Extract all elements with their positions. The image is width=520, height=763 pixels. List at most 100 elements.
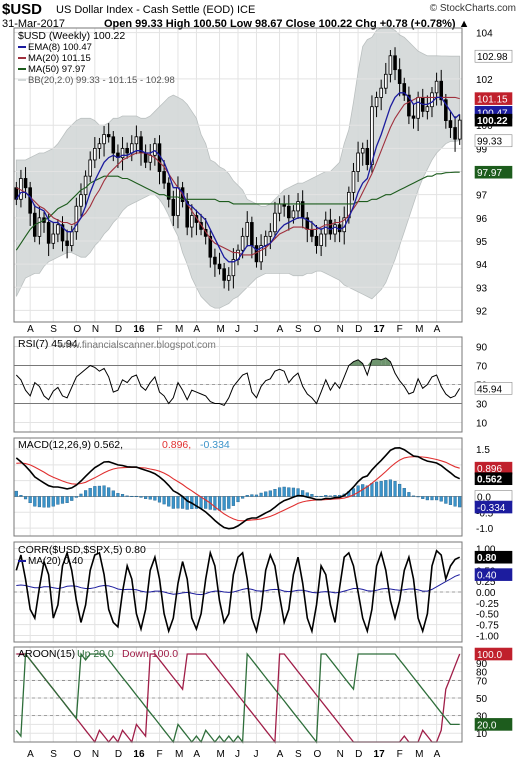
candle-23 <box>120 147 125 159</box>
x-axis-label-1-10: J <box>235 749 240 760</box>
macd-hist-bar-19 <box>102 485 106 497</box>
macd-hist-bar-13 <box>74 496 78 498</box>
macd-tick-label-0: -1.0 <box>476 524 494 535</box>
macd-hist-bar-56 <box>273 489 277 497</box>
macd-hist-bar-4 <box>33 496 37 507</box>
rsi-tick-label-4: 90 <box>476 343 488 354</box>
macd-line <box>15 446 461 530</box>
candle-49 <box>240 235 245 251</box>
candle-26 <box>134 136 139 145</box>
candle-20 <box>106 134 111 138</box>
rsi-overbought-fill-78 <box>371 358 377 366</box>
candle-55 <box>268 231 273 237</box>
macd-hist-bar-39 <box>194 496 199 509</box>
aroon-tick-label-4: 70 <box>476 676 488 687</box>
macd-badge-1-bg <box>474 472 513 486</box>
aroon-tick-label-6: 90 <box>476 659 488 670</box>
macd-hist-bar-41 <box>204 496 208 509</box>
candle-81 <box>388 55 393 75</box>
macd-hist-bar-48 <box>236 496 240 503</box>
corr-tick-label-3: -0.25 <box>476 599 499 610</box>
candle-60 <box>291 210 296 219</box>
brand-watermark: © StockCharts.com <box>429 3 516 14</box>
macd-hist-bar-92 <box>439 496 443 502</box>
aroon-tick-label-2: 30 <box>476 712 488 723</box>
macd-hist-bar-30 <box>153 496 157 501</box>
corr-tick-label-4: 0.00 <box>476 588 496 599</box>
macd-hist-bar-8 <box>51 496 55 507</box>
candle-2 <box>23 178 28 189</box>
macd-hist-bar-94 <box>448 496 453 505</box>
candle-25 <box>129 143 134 154</box>
macd-hist-bar-52 <box>254 494 259 497</box>
x-axis-label-1-5: 16 <box>133 749 145 760</box>
candle-18 <box>97 143 102 149</box>
macd-hist-bar-1 <box>19 495 23 497</box>
macd-hist-bar-27 <box>139 496 143 498</box>
candle-35 <box>176 187 180 216</box>
candle-15 <box>83 175 88 196</box>
ma50-line <box>15 171 460 251</box>
macd-hist-bar-65 <box>314 495 319 497</box>
macd-hist-bar-84 <box>402 488 406 497</box>
macd-hist-bar-82 <box>393 481 397 497</box>
corr-tick-label-0: -1.00 <box>476 631 499 642</box>
candle-75 <box>360 147 365 154</box>
candle-87 <box>416 97 420 119</box>
macd-hist-bar-78 <box>374 481 379 497</box>
candle-37 <box>185 201 189 228</box>
macd-badge-3: -0.334 <box>477 503 506 514</box>
candle-17 <box>93 147 97 161</box>
macd-hist-bar-5 <box>37 496 41 508</box>
ohlc-summary: Open 99.33 High 100.50 Low 98.67 Close 1… <box>104 18 470 30</box>
symbol-description: US Dollar Index - Cash Settle (EOD) ICE <box>56 4 256 16</box>
macd-hist-bar-10 <box>60 496 65 504</box>
corr-badge-1-bg <box>474 568 513 581</box>
candle-94 <box>448 120 453 128</box>
macd-badge-1: 0.562 <box>477 475 502 486</box>
x-axis-label-0-14: O <box>314 324 322 335</box>
candle-46 <box>226 275 231 281</box>
x-axis-label-0-4: D <box>115 324 122 335</box>
macd-hist-bar-15 <box>84 490 88 497</box>
x-axis-label-1-14: O <box>314 749 322 760</box>
candle-28 <box>143 152 148 163</box>
macd-hist-bar-66 <box>319 495 323 497</box>
candle-85 <box>407 94 411 117</box>
candle-42 <box>208 235 213 258</box>
candle-45 <box>222 268 226 281</box>
candle-95 <box>453 127 457 140</box>
macd-hist-bar-21 <box>111 490 115 497</box>
macd-hist-bar-54 <box>264 491 268 497</box>
symbol-title: $USD <box>2 1 43 18</box>
as-of-date: 31-Mar-2017 <box>2 18 65 30</box>
candle-73 <box>351 171 356 193</box>
macd-hist-bar-91 <box>435 496 439 501</box>
candle-76 <box>365 147 370 165</box>
candle-79 <box>379 87 383 98</box>
candle-24 <box>125 147 129 154</box>
candle-43 <box>213 256 217 265</box>
candle-11 <box>65 240 69 247</box>
x-axis-label-0-5: 16 <box>133 324 145 335</box>
macd-badge-3-bg <box>474 500 513 514</box>
x-axis-label-1-11: J <box>253 749 258 760</box>
candle-78 <box>374 97 379 108</box>
corr-tick-label-1: -0.75 <box>476 621 499 632</box>
x-axis-label-1-2: O <box>73 749 81 760</box>
candle-68 <box>328 219 333 235</box>
corr-tick-label-5: 0.25 <box>476 577 496 588</box>
candle-89 <box>425 106 430 112</box>
price-badge-2: 100.47 <box>477 108 508 119</box>
macd-hist-bar-64 <box>310 494 314 497</box>
price-tick-label-5: 97 <box>476 191 488 202</box>
corr-tick-label-2: -0.50 <box>476 610 499 621</box>
candle-44 <box>217 263 222 270</box>
x-axis-label-0-12: A <box>277 324 284 335</box>
macd-hist-bar-96 <box>458 496 462 508</box>
rsi-overbought-fill-81 <box>385 357 391 366</box>
x-axis-label-0-1: S <box>50 324 57 335</box>
macd-hist-bar-26 <box>134 495 138 497</box>
macd-hist-bar-63 <box>305 492 309 497</box>
price-badge-0: 102.98 <box>477 52 508 63</box>
